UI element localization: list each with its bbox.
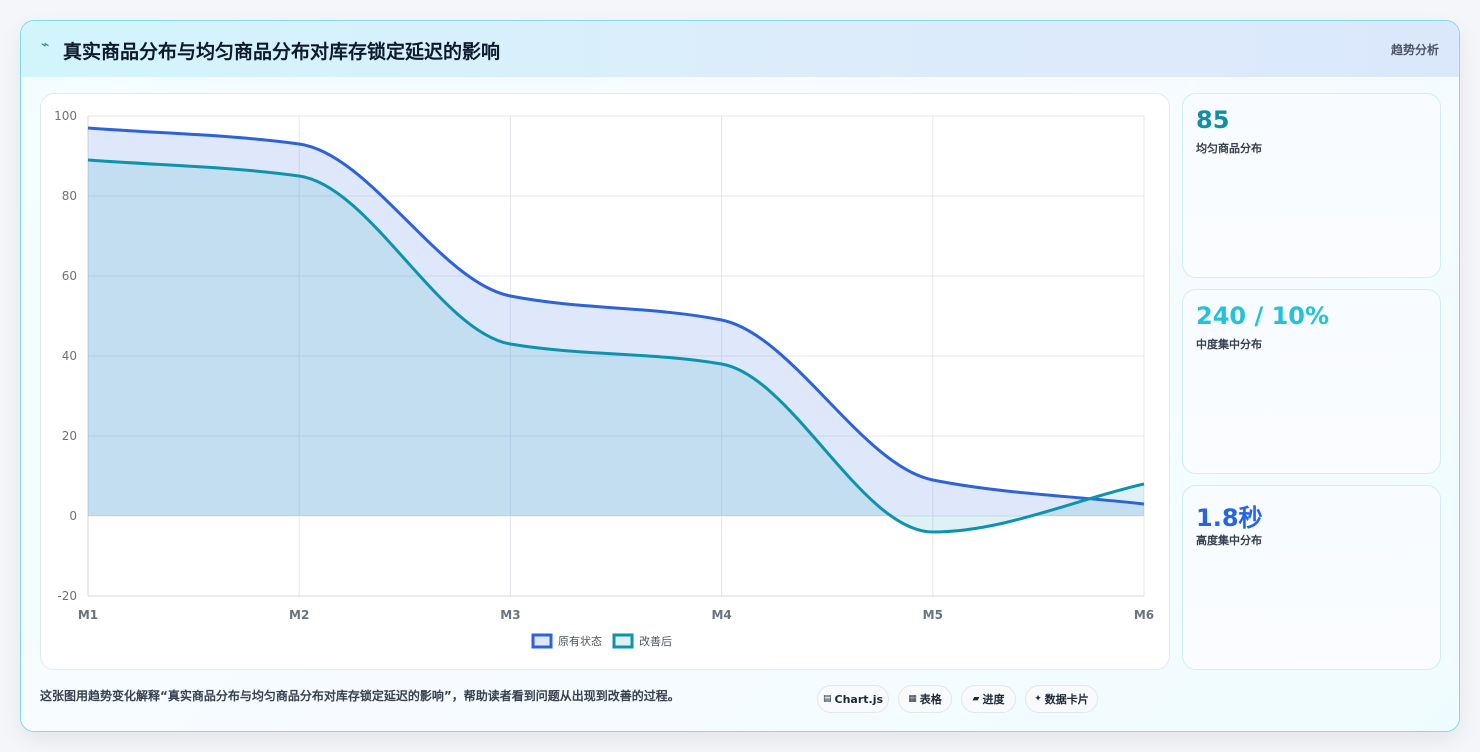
chart-panel: 100 80 60 40 20 0 -20 M1 M2 M3 M4 M5 M6 原有状态 改善后 [40, 93, 1170, 670]
kpi-card-1: 85 均匀商品分布 [1182, 93, 1441, 278]
chart-icon: ▤ [822, 694, 832, 704]
x-tick-label: M4 [711, 608, 731, 622]
x-tick-label: M2 [289, 608, 309, 622]
y-tick-label: 100 [54, 109, 77, 123]
series-line-1 [87, 126, 1145, 506]
kpi-label-3: 高度集中分布 [1196, 534, 1262, 547]
y-tick-label: 0 [69, 509, 77, 523]
chart-title: 真实商品分布与均匀商品分布对库存锁定延迟的影响 [63, 41, 501, 63]
chart-caption: 这张图用趋势变化解释“真实商品分布与均匀商品分布对库存锁定延迟的影响”，帮助读者… [40, 689, 680, 703]
kpi-value-1: 85 [1196, 106, 1230, 134]
series-line-2 [87, 158, 1145, 534]
card-header: ⌁ 真实商品分布与均匀商品分布对库存锁定延迟的影响 趋势分析 [21, 21, 1459, 77]
table-icon: ▦ [908, 694, 917, 704]
dashboard-card: ⌁ 真实商品分布与均匀商品分布对库存锁定延迟的影响 趋势分析 100 80 60 40… [20, 20, 1460, 732]
kpi-value-3: 1.8秒 [1196, 504, 1263, 532]
sparkle-icon: ✦ [1034, 694, 1042, 704]
kpi-label-1: 均匀商品分布 [1196, 142, 1262, 155]
y-tick-label: -20 [57, 589, 77, 603]
progress-icon: ▰ [972, 694, 980, 704]
kpi-value-2: 240 / 10% [1196, 302, 1330, 330]
y-tick-label: 60 [62, 269, 77, 283]
series-area-2 [88, 160, 1144, 532]
x-tick-label: M1 [78, 608, 98, 622]
pill-label: 数据卡片 [1044, 693, 1089, 706]
kpi-card-3: 1.8秒 高度集中分布 [1182, 485, 1441, 670]
legend-label-1: 原有状态 [558, 634, 602, 648]
legend-label-2: 改善后 [639, 634, 672, 648]
trend-lightning-icon: ⌁ [41, 37, 50, 53]
legend-swatch-1 [531, 633, 553, 649]
x-tick-label: M5 [923, 608, 943, 622]
pill-table[interactable]: ▦ 表格 [898, 685, 952, 713]
y-tick-label: 40 [62, 349, 77, 363]
pill-chartjs[interactable]: ▤ Chart.js [817, 685, 889, 713]
pill-progress[interactable]: ▰ 进度 [961, 685, 1016, 713]
kpi-card-2: 240 / 10% 中度集中分布 [1182, 289, 1441, 474]
pill-label: 表格 [919, 693, 942, 706]
legend-swatch-2 [612, 633, 634, 649]
pill-label: Chart.js [834, 692, 884, 706]
series-area-1 [88, 128, 1144, 516]
y-tick-label: 80 [62, 189, 77, 203]
analysis-tag: 趋势分析 [1390, 43, 1439, 57]
pill-label: 进度 [982, 693, 1005, 706]
kpi-label-2: 中度集中分布 [1196, 338, 1262, 351]
pill-data-card[interactable]: ✦ 数据卡片 [1025, 685, 1098, 713]
x-tick-label: M3 [500, 608, 520, 622]
y-tick-label: 20 [62, 429, 77, 443]
x-tick-label: M6 [1134, 608, 1154, 622]
